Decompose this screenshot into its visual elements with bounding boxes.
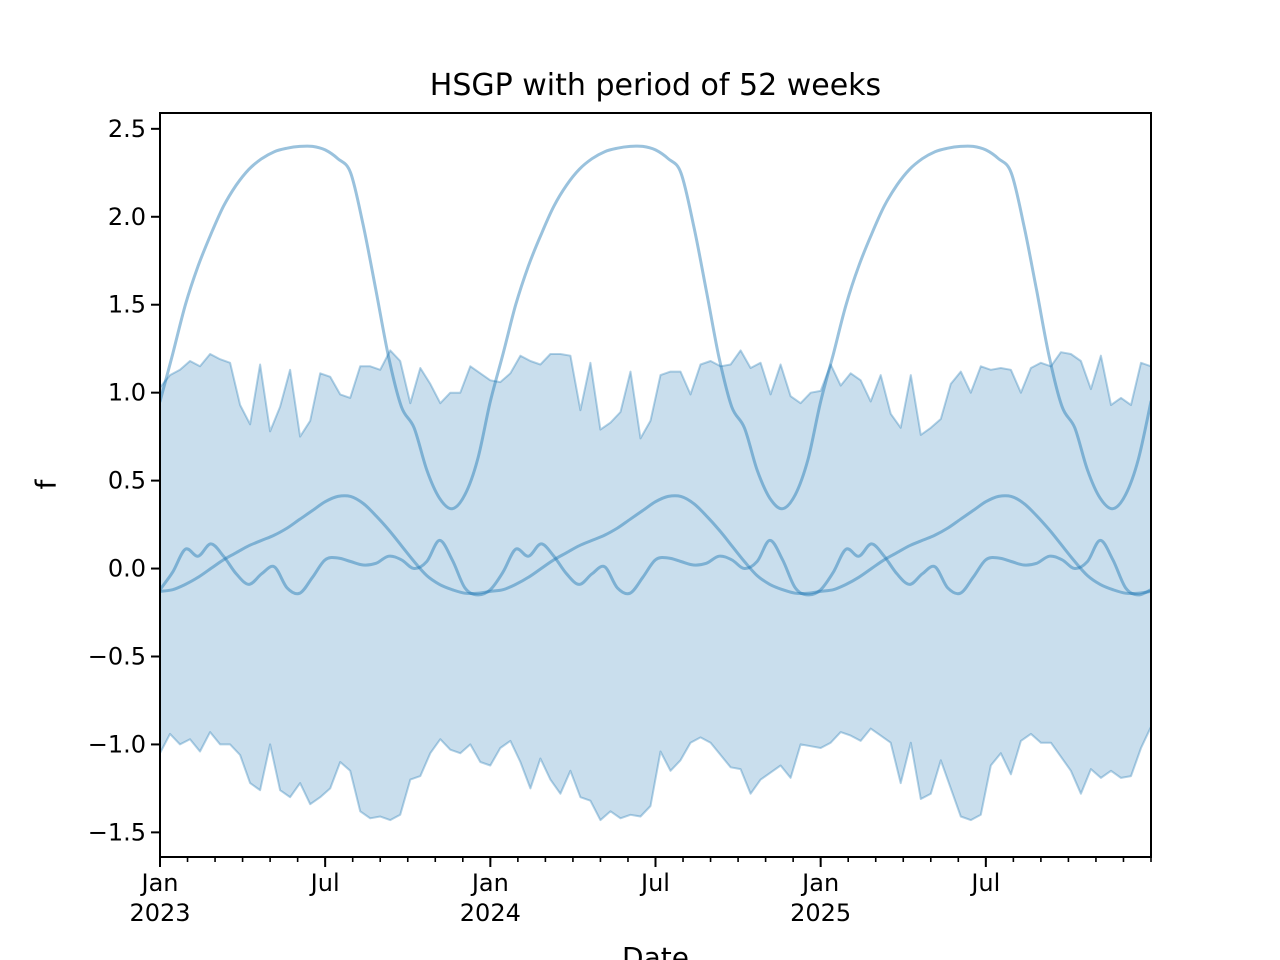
y-tick-label: −1.5 [88, 818, 146, 846]
chart-title: HSGP with period of 52 weeks [429, 68, 882, 103]
x-tick-label-year: 2023 [129, 899, 190, 927]
uncertainty-band-lower-edge [160, 726, 1151, 822]
uncertainty-band-upper-edge [160, 349, 1151, 440]
sample-curve-2 [160, 494, 1151, 596]
y-tick-label: 2.5 [108, 115, 146, 143]
y-tick-label: 2.0 [108, 203, 146, 231]
x-tick-label-month: Jan [140, 869, 179, 897]
y-tick-label: 0.0 [108, 555, 146, 583]
uncertainty-band-fill [160, 350, 1151, 821]
x-tick-label-month: Jan [470, 869, 509, 897]
y-tick-label: 1.5 [108, 291, 146, 319]
x-tick-label-year: 2025 [790, 899, 851, 927]
x-tick-label-month: Jul [639, 869, 670, 897]
plot-area [160, 144, 1151, 822]
y-axis-label: f [29, 479, 63, 490]
axes: 2.52.01.51.00.50.0−0.5−1.0−1.5Jan2023Jul… [88, 112, 1152, 927]
y-tick-label: 1.0 [108, 379, 146, 407]
sample-curve-3 [160, 538, 1151, 597]
sample-curve-1 [160, 144, 1151, 511]
y-tick-label: −1.0 [88, 730, 146, 758]
y-tick-label: −0.5 [88, 642, 146, 670]
x-tick-label-month: Jul [309, 869, 340, 897]
y-tick-label: 0.5 [108, 467, 146, 495]
x-tick-label-month: Jan [800, 869, 839, 897]
x-tick-label-year: 2024 [460, 899, 521, 927]
x-tick-label-month: Jul [969, 869, 1000, 897]
x-axis-label: Date [622, 941, 689, 960]
